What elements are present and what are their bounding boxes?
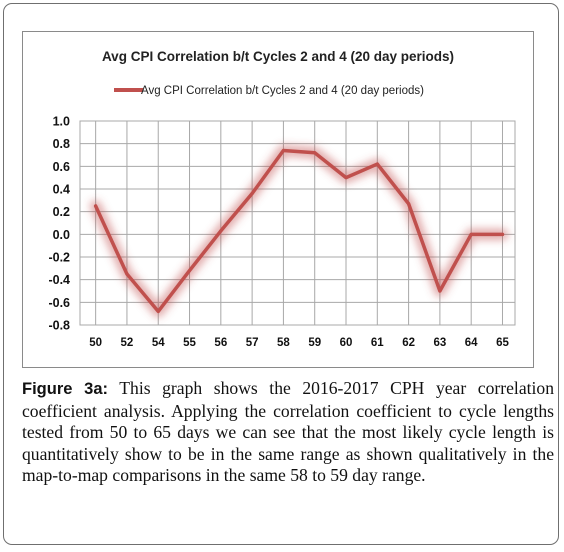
y-tick-label: -0.2 [48, 251, 70, 265]
data-point [313, 151, 317, 155]
y-tick-label: 0.0 [53, 228, 70, 242]
data-point [407, 202, 411, 206]
data-point [125, 272, 129, 276]
data-point [156, 309, 160, 313]
series-line [93, 148, 505, 314]
line-chart: Avg CPI Correlation b/t Cycles 2 and 4 (… [48, 49, 516, 349]
y-tick-label: 0.4 [53, 183, 70, 197]
data-point [219, 229, 223, 233]
gridlines [79, 120, 516, 326]
series-group [89, 144, 509, 318]
chart-title: Avg CPI Correlation b/t Cycles 2 and 4 (… [102, 49, 454, 64]
data-point [500, 232, 504, 236]
x-tick-label: 58 [277, 337, 290, 349]
x-axis-ticks: 50 52 54 55 56 57 58 59 60 61 62 63 64 65 [89, 337, 509, 349]
data-point [94, 204, 98, 208]
x-tick-label: 61 [371, 337, 384, 349]
x-tick-label: 54 [152, 337, 165, 349]
y-tick-label: -0.6 [48, 296, 70, 310]
x-tick-label: 52 [121, 337, 134, 349]
chart-area: Avg CPI Correlation b/t Cycles 2 and 4 (… [22, 31, 534, 368]
y-tick-label: 0.2 [53, 205, 70, 219]
x-tick-label: 55 [183, 337, 196, 349]
x-tick-label: 50 [89, 337, 102, 349]
data-point [281, 148, 285, 152]
figure-caption: Figure 3a: This graph shows the 2016-201… [22, 378, 554, 487]
data-point [344, 176, 348, 180]
x-tick-label: 60 [340, 337, 353, 349]
caption-label: Figure 3a: [22, 380, 109, 398]
x-tick-label: 63 [433, 337, 446, 349]
legend-label: Avg CPI Correlation b/t Cycles 2 and 4 (… [141, 85, 424, 97]
y-tick-label: 0.6 [53, 160, 70, 174]
x-tick-label: 65 [496, 337, 509, 349]
x-tick-label: 64 [465, 337, 478, 349]
data-point [188, 269, 192, 273]
x-tick-label: 56 [214, 337, 227, 349]
x-tick-label: 59 [308, 337, 321, 349]
figure-frame: Avg CPI Correlation b/t Cycles 2 and 4 (… [3, 3, 559, 545]
data-point [375, 162, 379, 166]
y-tick-label: -0.4 [48, 273, 70, 287]
y-tick-label: 0.8 [53, 137, 70, 151]
y-axis-ticks: 1.0 0.8 0.6 0.4 0.2 0.0 -0.2 -0.4 -0.6 -0.8 [48, 115, 70, 333]
plot-border [79, 120, 516, 326]
data-point [469, 232, 473, 236]
y-tick-label: 1.0 [53, 115, 70, 129]
x-tick-label: 57 [246, 337, 259, 349]
caption-text: This graph shows the 2016-2017 CPH year … [22, 378, 554, 485]
y-tick-label: -0.8 [48, 319, 70, 333]
x-tick-label: 62 [402, 337, 415, 349]
data-point [438, 289, 442, 293]
data-point [250, 192, 254, 196]
